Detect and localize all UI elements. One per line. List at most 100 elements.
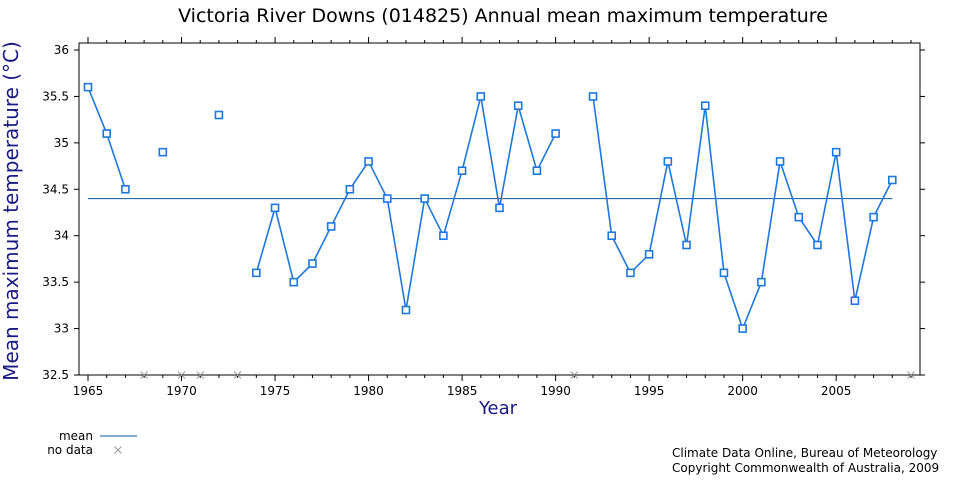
data-point bbox=[345, 184, 355, 194]
y-tick-label: 36 bbox=[54, 43, 69, 57]
data-point bbox=[270, 203, 280, 213]
no-data-marker bbox=[570, 371, 579, 379]
series-line-segment bbox=[536, 133, 557, 172]
series-line-segment bbox=[274, 207, 295, 283]
series-line-segment bbox=[423, 198, 445, 237]
data-point bbox=[401, 305, 411, 315]
credit-line-1: Climate Data Online, Bureau of Meteorolo… bbox=[672, 446, 937, 460]
series-line-segment bbox=[872, 179, 894, 218]
x-tick-label: 1970 bbox=[166, 384, 197, 398]
no-data-marker bbox=[196, 371, 205, 379]
x-tick-label: 2005 bbox=[821, 384, 852, 398]
data-point bbox=[551, 129, 560, 138]
data-point bbox=[382, 194, 392, 203]
data-point bbox=[869, 212, 878, 222]
data-point bbox=[607, 231, 617, 241]
data-point bbox=[775, 157, 785, 166]
data-point bbox=[700, 101, 710, 111]
series-line-segment bbox=[498, 105, 519, 209]
data-point bbox=[121, 184, 130, 194]
series-line-segment bbox=[816, 151, 837, 246]
data-point bbox=[476, 92, 486, 101]
legend-label: mean bbox=[59, 429, 93, 443]
x-tick-label: 1990 bbox=[540, 384, 571, 398]
data-point bbox=[158, 147, 168, 157]
legend-label: no data bbox=[47, 443, 93, 457]
data-point bbox=[214, 110, 224, 120]
data-point bbox=[83, 82, 93, 92]
no-data-marker bbox=[907, 371, 915, 379]
series-line-segment bbox=[741, 281, 763, 329]
no-data-marker bbox=[233, 371, 242, 379]
data-point bbox=[588, 92, 598, 101]
data-point bbox=[850, 296, 860, 306]
data-point bbox=[831, 147, 841, 157]
x-axis-label: Year bbox=[478, 398, 518, 419]
data-point bbox=[495, 203, 504, 213]
y-tick-label: 34.5 bbox=[42, 182, 69, 196]
x-tick-label: 1985 bbox=[447, 384, 478, 398]
no-data-marker bbox=[177, 371, 186, 379]
no-data-layer bbox=[140, 371, 915, 379]
series-line-segment bbox=[704, 105, 725, 273]
series-line-segment bbox=[105, 133, 127, 190]
series-line-segment bbox=[349, 160, 370, 190]
series-line-segment bbox=[87, 86, 108, 134]
series-line-segment bbox=[367, 161, 388, 199]
data-point bbox=[887, 175, 897, 185]
data-point bbox=[813, 240, 822, 250]
data-point bbox=[102, 129, 112, 138]
data-point bbox=[513, 101, 523, 111]
data-point bbox=[364, 157, 373, 166]
legend-no-data-swatch bbox=[114, 446, 122, 454]
series-line-segment bbox=[442, 170, 463, 236]
chart-axes: 32.5 33 33.5 34 34.5 35 35.5 36 1965 1970 1975 1980… bbox=[42, 37, 925, 398]
data-point bbox=[757, 277, 766, 287]
series-line-segment bbox=[779, 161, 800, 218]
series-line-segment bbox=[255, 207, 276, 274]
x-tick-label: 1980 bbox=[353, 384, 384, 398]
x-tick-label: 1965 bbox=[73, 384, 104, 398]
y-tick-label: 34 bbox=[54, 229, 69, 243]
x-tick-label: 1995 bbox=[634, 384, 665, 398]
data-point bbox=[252, 268, 261, 278]
data-point bbox=[682, 240, 691, 250]
data-point bbox=[289, 277, 299, 287]
data-point bbox=[308, 259, 317, 268]
data-point bbox=[326, 222, 336, 231]
data-point bbox=[532, 166, 542, 176]
series-line-segment bbox=[835, 152, 856, 301]
series-line-segment bbox=[517, 105, 538, 171]
y-axis-label: Mean maximum temperature (°C) bbox=[0, 41, 23, 381]
series-line-segment bbox=[685, 105, 707, 246]
series-line-segment bbox=[648, 161, 669, 255]
data-point bbox=[738, 324, 747, 333]
series-line-segment bbox=[667, 161, 688, 246]
series-line-segment bbox=[611, 235, 632, 274]
data-point bbox=[644, 249, 654, 259]
series-line-segment bbox=[405, 198, 426, 311]
y-tick-label: 35.5 bbox=[42, 89, 69, 103]
series-line-segment bbox=[480, 96, 501, 208]
series-line-segment bbox=[760, 161, 781, 283]
y-tick-label: 35 bbox=[54, 136, 69, 150]
y-tick-label: 33.5 bbox=[42, 275, 69, 289]
series-line-segment bbox=[723, 272, 744, 329]
data-point bbox=[420, 194, 429, 203]
data-point bbox=[439, 231, 448, 241]
chart-title: Victoria River Downs (014825) Annual mea… bbox=[178, 5, 828, 27]
y-tick-label: 33 bbox=[54, 322, 69, 336]
series-line-segment bbox=[854, 216, 875, 301]
series-line-segment bbox=[311, 226, 332, 264]
series-line-segment bbox=[386, 198, 407, 311]
series-line-segment bbox=[592, 96, 613, 236]
x-tick-label: 1975 bbox=[260, 384, 291, 398]
series-line-segment bbox=[798, 216, 819, 246]
series-layer bbox=[83, 82, 897, 333]
series-line-segment bbox=[330, 188, 351, 227]
data-point bbox=[626, 268, 635, 278]
data-point bbox=[794, 212, 804, 222]
credit-line-2: Copyright Commonwealth of Australia, 200… bbox=[672, 461, 939, 475]
